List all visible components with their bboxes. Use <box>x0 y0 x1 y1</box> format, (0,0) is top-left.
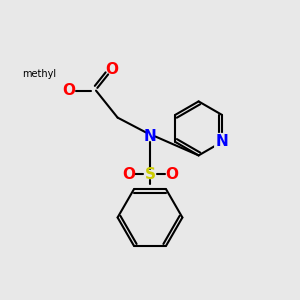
Text: S: S <box>145 167 155 182</box>
Text: O: O <box>165 167 178 182</box>
Text: N: N <box>144 129 156 144</box>
Text: N: N <box>216 134 228 149</box>
Text: O: O <box>122 167 135 182</box>
Text: methyl: methyl <box>22 69 56 80</box>
Text: O: O <box>62 83 76 98</box>
Text: O: O <box>106 61 119 76</box>
